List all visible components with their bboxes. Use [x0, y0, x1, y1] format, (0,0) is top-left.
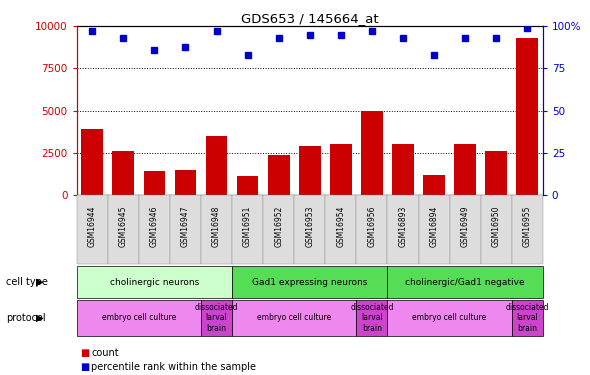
Text: Gad1 expressing neurons: Gad1 expressing neurons — [252, 278, 368, 286]
Bar — [268, 154, 290, 195]
Text: GSM16954: GSM16954 — [336, 206, 345, 247]
Text: GSM16951: GSM16951 — [243, 206, 252, 247]
Text: cell type: cell type — [6, 277, 48, 287]
Bar — [516, 38, 538, 195]
Text: GSM16946: GSM16946 — [150, 206, 159, 247]
Text: dissociated
larval
brain: dissociated larval brain — [195, 303, 238, 333]
Text: GSM16956: GSM16956 — [368, 206, 376, 247]
Text: GSM16955: GSM16955 — [523, 206, 532, 247]
Bar — [330, 144, 352, 195]
Text: protocol: protocol — [6, 313, 45, 323]
Bar — [361, 111, 383, 195]
Bar — [299, 146, 320, 195]
Text: ■: ■ — [80, 348, 89, 358]
Bar — [175, 170, 196, 195]
Bar — [392, 144, 414, 195]
Text: GSM16948: GSM16948 — [212, 206, 221, 247]
Text: GSM16894: GSM16894 — [430, 206, 438, 247]
Text: GSM16949: GSM16949 — [461, 206, 470, 247]
Bar — [486, 151, 507, 195]
Text: cholinergic/Gad1 negative: cholinergic/Gad1 negative — [405, 278, 525, 286]
Text: GSM16945: GSM16945 — [119, 206, 128, 247]
Bar — [454, 144, 476, 195]
Text: percentile rank within the sample: percentile rank within the sample — [91, 362, 257, 372]
Text: dissociated
larval
brain: dissociated larval brain — [350, 303, 394, 333]
Text: GSM16944: GSM16944 — [88, 206, 97, 247]
Bar — [423, 175, 445, 195]
Text: embryo cell culture: embryo cell culture — [412, 314, 487, 322]
Text: GSM16950: GSM16950 — [491, 206, 501, 247]
Bar — [206, 136, 227, 195]
Text: ▶: ▶ — [37, 277, 44, 287]
Text: embryo cell culture: embryo cell culture — [101, 314, 176, 322]
Text: ▶: ▶ — [37, 313, 44, 323]
Text: embryo cell culture: embryo cell culture — [257, 314, 332, 322]
Text: GSM16953: GSM16953 — [305, 206, 314, 247]
Text: GSM16947: GSM16947 — [181, 206, 190, 247]
Text: dissociated
larval
brain: dissociated larval brain — [506, 303, 549, 333]
Text: ■: ■ — [80, 362, 89, 372]
Text: cholinergic neurons: cholinergic neurons — [110, 278, 199, 286]
Text: GSM16952: GSM16952 — [274, 206, 283, 247]
Text: count: count — [91, 348, 119, 358]
Text: GSM16893: GSM16893 — [398, 206, 408, 247]
Title: GDS653 / 145664_at: GDS653 / 145664_at — [241, 12, 379, 25]
Bar — [143, 171, 165, 195]
Bar — [113, 151, 134, 195]
Bar — [237, 177, 258, 195]
Bar — [81, 129, 103, 195]
